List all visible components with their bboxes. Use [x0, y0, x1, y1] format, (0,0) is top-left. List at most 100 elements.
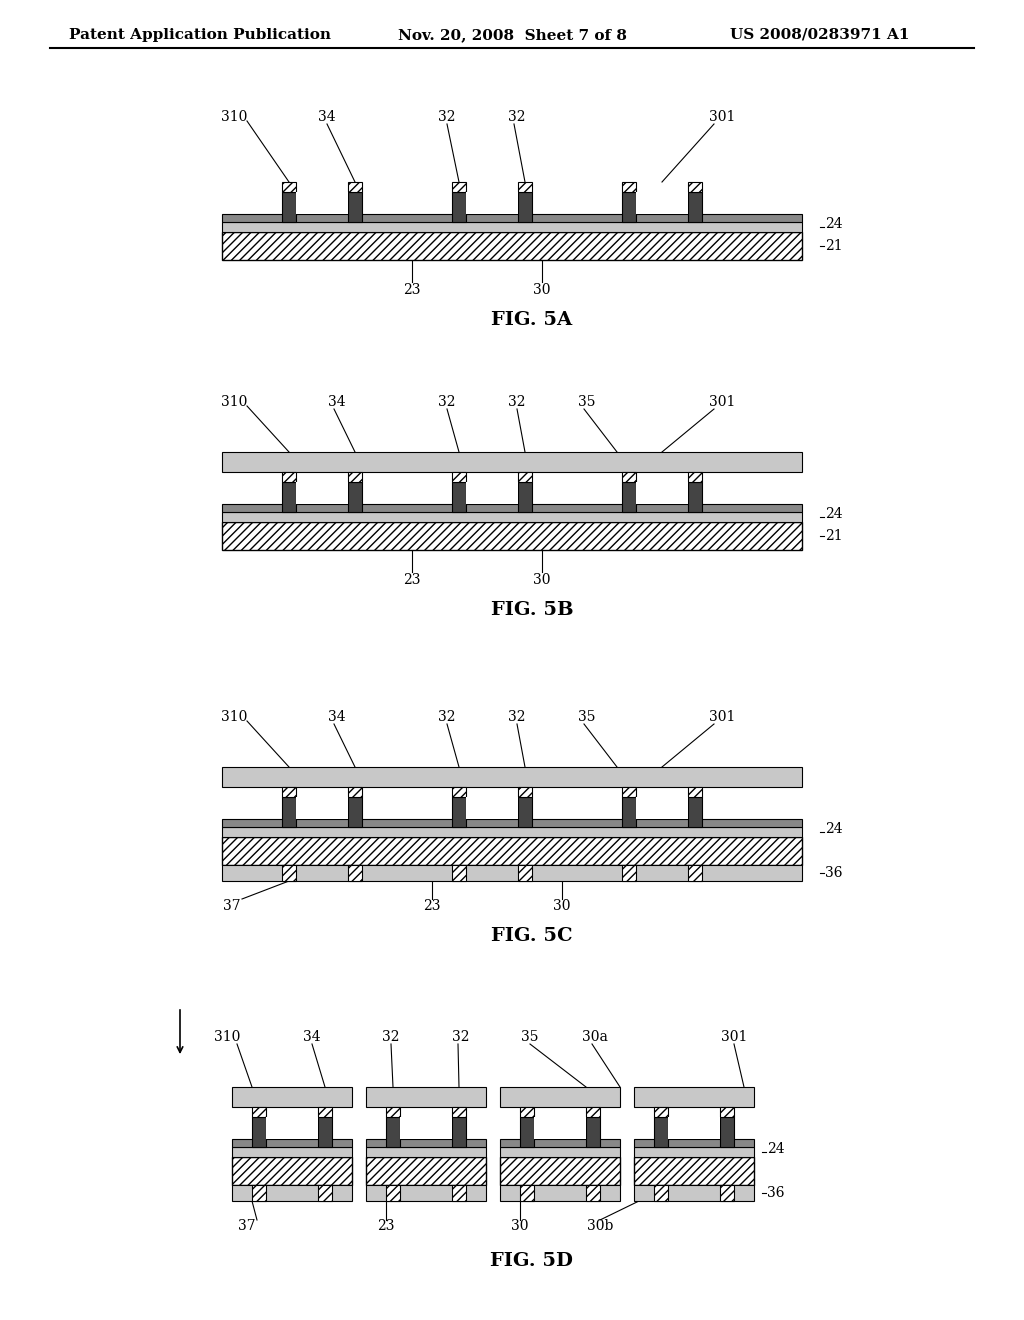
Bar	[688, 865, 702, 880]
Bar	[318, 1117, 332, 1147]
Bar	[518, 473, 532, 482]
Bar	[282, 865, 296, 880]
Text: 301: 301	[709, 110, 735, 124]
Bar	[622, 865, 636, 880]
Bar	[296, 191, 348, 214]
Bar	[688, 473, 702, 482]
Text: US 2008/0283971 A1: US 2008/0283971 A1	[730, 28, 909, 42]
Bar	[654, 1107, 668, 1117]
Bar	[348, 191, 362, 222]
Text: 24: 24	[825, 216, 843, 231]
Bar	[222, 521, 802, 550]
Bar	[452, 191, 466, 222]
Text: FIG. 5B: FIG. 5B	[490, 601, 573, 619]
Text: 23: 23	[377, 1218, 394, 1233]
Bar	[500, 1086, 620, 1107]
Bar	[518, 797, 532, 828]
Bar	[452, 1107, 466, 1117]
Bar	[720, 1117, 734, 1147]
Bar	[518, 865, 532, 880]
Text: 35: 35	[579, 395, 596, 409]
Bar	[452, 182, 466, 191]
Bar	[634, 1086, 754, 1107]
Bar	[282, 482, 296, 512]
Bar	[622, 787, 636, 797]
Bar	[266, 1117, 318, 1139]
Bar	[282, 182, 296, 191]
Text: 34: 34	[328, 395, 346, 409]
Bar	[622, 797, 636, 828]
Text: 34: 34	[328, 710, 346, 723]
Bar	[232, 1147, 352, 1158]
Text: 310: 310	[221, 110, 247, 124]
Bar	[232, 1139, 352, 1147]
Bar	[452, 1185, 466, 1201]
Bar	[466, 482, 518, 504]
Text: 301: 301	[721, 1030, 748, 1044]
Bar	[232, 1086, 352, 1107]
Bar	[222, 232, 802, 260]
Text: 35: 35	[521, 1030, 539, 1044]
Text: 32: 32	[508, 110, 525, 124]
Text: Patent Application Publication: Patent Application Publication	[69, 28, 331, 42]
Text: 32: 32	[382, 1030, 399, 1044]
Text: 301: 301	[709, 395, 735, 409]
Bar	[636, 797, 688, 818]
Bar	[586, 1185, 600, 1201]
Text: 21: 21	[825, 529, 843, 543]
Text: 30: 30	[534, 573, 551, 587]
Bar	[282, 797, 296, 828]
Bar	[500, 1158, 620, 1185]
Bar	[348, 787, 362, 797]
Bar	[720, 1107, 734, 1117]
Text: 30b: 30b	[587, 1218, 613, 1233]
Bar	[222, 451, 802, 473]
Bar	[222, 818, 802, 828]
Bar	[222, 865, 802, 880]
Bar	[252, 1185, 266, 1201]
Bar	[636, 191, 688, 214]
Bar	[634, 1139, 754, 1147]
Bar	[688, 191, 702, 222]
Bar	[452, 473, 466, 482]
Bar	[520, 1185, 534, 1201]
Bar	[720, 1185, 734, 1201]
Text: 301: 301	[709, 710, 735, 723]
Bar	[348, 182, 362, 191]
Bar	[668, 1117, 720, 1139]
Bar	[348, 797, 362, 828]
Bar	[518, 191, 532, 222]
Text: 23: 23	[403, 573, 421, 587]
Bar	[452, 797, 466, 828]
Text: 23: 23	[423, 899, 440, 913]
Bar	[452, 482, 466, 512]
Bar	[222, 504, 802, 512]
Bar	[366, 1139, 486, 1147]
Bar	[348, 482, 362, 512]
Bar	[622, 473, 636, 482]
Bar	[366, 1158, 486, 1185]
Bar	[518, 482, 532, 512]
Text: 21: 21	[825, 239, 843, 253]
Bar	[654, 1185, 668, 1201]
Bar	[688, 482, 702, 512]
Bar	[586, 1117, 600, 1147]
Bar	[222, 837, 802, 865]
Bar	[688, 787, 702, 797]
Text: Nov. 20, 2008  Sheet 7 of 8: Nov. 20, 2008 Sheet 7 of 8	[397, 28, 627, 42]
Text: 24: 24	[825, 507, 843, 521]
Bar	[282, 191, 296, 222]
Text: 32: 32	[508, 710, 525, 723]
Bar	[688, 182, 702, 191]
Bar	[520, 1107, 534, 1117]
Text: 23: 23	[403, 282, 421, 297]
Bar	[518, 182, 532, 191]
Text: 32: 32	[453, 1030, 470, 1044]
Bar	[622, 191, 636, 222]
Text: 36: 36	[825, 866, 843, 880]
Bar	[386, 1107, 400, 1117]
Bar	[466, 191, 518, 214]
Bar	[318, 1107, 332, 1117]
Text: 35: 35	[579, 710, 596, 723]
Bar	[252, 1107, 266, 1117]
